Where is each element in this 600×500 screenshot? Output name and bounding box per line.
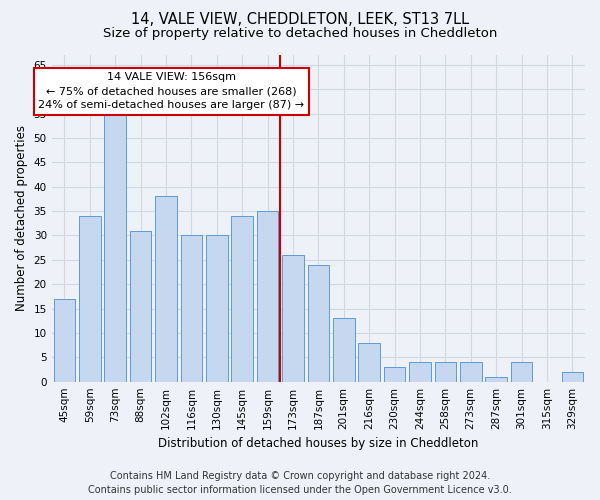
Bar xyxy=(155,196,177,382)
Bar xyxy=(562,372,583,382)
Bar xyxy=(308,264,329,382)
Text: Contains HM Land Registry data © Crown copyright and database right 2024.
Contai: Contains HM Land Registry data © Crown c… xyxy=(88,471,512,495)
Bar xyxy=(333,318,355,382)
Bar xyxy=(232,216,253,382)
Bar xyxy=(130,230,151,382)
Bar xyxy=(53,299,75,382)
Bar xyxy=(104,108,126,382)
Bar xyxy=(358,342,380,382)
X-axis label: Distribution of detached houses by size in Cheddleton: Distribution of detached houses by size … xyxy=(158,437,479,450)
Bar xyxy=(181,236,202,382)
Bar xyxy=(206,236,227,382)
Y-axis label: Number of detached properties: Number of detached properties xyxy=(15,126,28,312)
Bar xyxy=(511,362,532,382)
Bar xyxy=(79,216,101,382)
Bar xyxy=(257,211,278,382)
Bar xyxy=(434,362,456,382)
Bar xyxy=(282,255,304,382)
Bar xyxy=(460,362,482,382)
Text: 14 VALE VIEW: 156sqm
← 75% of detached houses are smaller (268)
24% of semi-deta: 14 VALE VIEW: 156sqm ← 75% of detached h… xyxy=(38,72,304,110)
Text: 14, VALE VIEW, CHEDDLETON, LEEK, ST13 7LL: 14, VALE VIEW, CHEDDLETON, LEEK, ST13 7L… xyxy=(131,12,469,28)
Text: Size of property relative to detached houses in Cheddleton: Size of property relative to detached ho… xyxy=(103,28,497,40)
Bar xyxy=(485,377,507,382)
Bar xyxy=(384,367,406,382)
Bar xyxy=(409,362,431,382)
